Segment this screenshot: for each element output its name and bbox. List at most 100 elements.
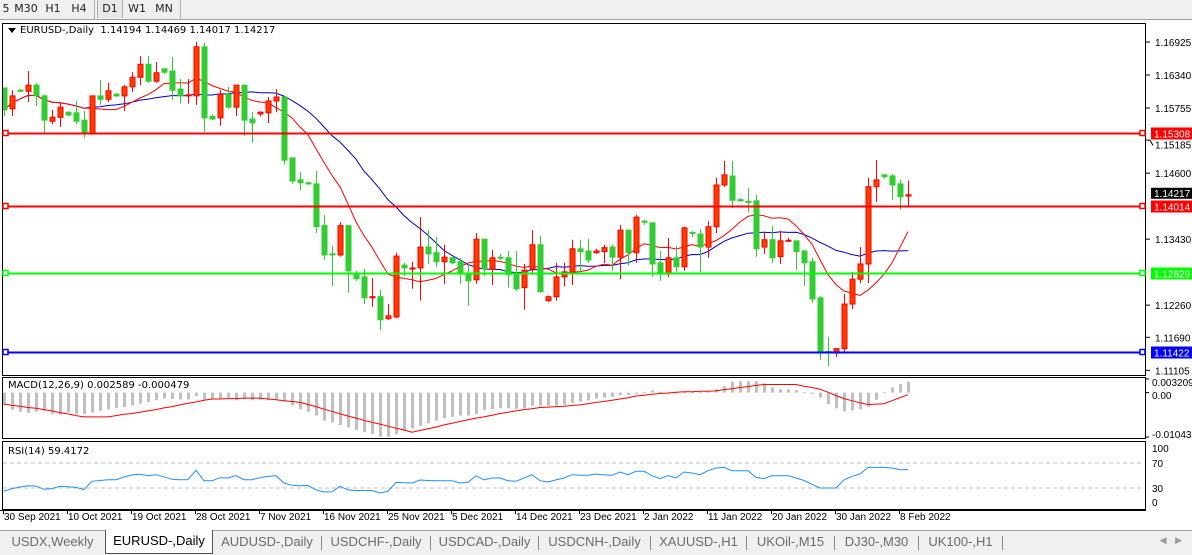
macd-histogram-bar	[395, 392, 398, 435]
candle-body	[217, 93, 224, 119]
candle-bearish	[329, 245, 336, 286]
macd-histogram-bar	[795, 390, 798, 393]
candle-bullish	[273, 89, 280, 113]
scroll-left-icon[interactable]: ◀	[1159, 536, 1167, 546]
chart-tabs: USDX,Weekly EURUSD-,Daily AUDUSD-,Daily …	[0, 530, 1192, 555]
candle-body	[305, 182, 312, 185]
macd-histogram-bar	[827, 392, 830, 405]
candle-body	[297, 179, 304, 184]
macd-histogram-bar	[491, 392, 494, 410]
candle-body	[249, 118, 256, 124]
tab-uk100-h1[interactable]: UK100-,H1	[928, 534, 993, 549]
tab-xauusd-h1[interactable]: XAUUSD-,H1	[659, 534, 738, 549]
candle-body	[689, 231, 696, 234]
macd-histogram-bar	[643, 392, 646, 394]
candle-bullish	[9, 90, 16, 117]
candle-body	[385, 315, 392, 320]
tab-usdcnh-daily[interactable]: USDCNH-,Daily	[548, 534, 641, 549]
timeframe-mn-button[interactable]: MN	[155, 2, 173, 15]
candle-body	[409, 267, 416, 270]
candle-bullish	[713, 177, 720, 233]
timeframe-h1-button[interactable]: H1	[45, 2, 61, 15]
macd-histogram-bar	[651, 390, 654, 393]
price-tick-label: 1.11105	[1155, 366, 1190, 377]
tab-usdcad-daily[interactable]: USDCAD-,Daily	[438, 534, 531, 549]
scroll-right-icon[interactable]: ▶	[1175, 536, 1182, 546]
macd-histogram-bar	[571, 392, 574, 403]
tab-separator	[746, 536, 747, 550]
candle-body	[169, 70, 176, 91]
candle-body	[65, 111, 72, 116]
candle-body	[505, 257, 512, 276]
rsi-tick-label: 0	[1152, 498, 1158, 509]
candle-bullish	[193, 41, 200, 105]
candle-body	[681, 227, 688, 268]
candle-body	[489, 257, 496, 270]
macd-histogram-bar	[507, 392, 510, 409]
macd-histogram-bar	[315, 392, 318, 416]
candle-body	[809, 261, 816, 300]
candle-body	[449, 257, 456, 264]
macd-histogram-bar	[475, 392, 478, 414]
candle-body	[745, 200, 752, 203]
time-tick-label: 2 Jan 2022	[644, 512, 694, 523]
candle-bearish	[289, 157, 296, 184]
candle-body	[785, 239, 792, 242]
candle-bearish	[41, 94, 48, 135]
macd-histogram-bar	[867, 392, 870, 407]
price-tick-connector	[1149, 139, 1154, 146]
macd-histogram-bar	[603, 392, 606, 398]
current-price-tag	[1151, 187, 1192, 199]
candle-bullish	[521, 263, 528, 310]
candle-body	[849, 278, 856, 305]
candle-body	[537, 244, 544, 293]
macd-histogram-bar	[755, 381, 758, 393]
macd-histogram-bar	[163, 392, 166, 399]
candle-bullish	[489, 249, 496, 285]
candle-bullish	[633, 214, 640, 263]
collapse-triangle-icon[interactable]	[8, 27, 16, 33]
toolbar-separator	[180, 0, 181, 19]
timeframe-m30-button[interactable]: M30	[14, 2, 38, 15]
ohlc-readout: 1.14194 1.14469 1.14017 1.14217	[100, 25, 276, 36]
candle-body	[89, 95, 96, 134]
macd-histogram-bar	[235, 392, 238, 401]
macd-histogram-bar	[699, 392, 702, 394]
candle-bearish	[769, 226, 776, 263]
macd-histogram-bar	[243, 392, 246, 400]
rsi-tick-label: 100	[1152, 444, 1169, 455]
tab-eurusd-daily[interactable]: EURUSD-,Daily	[105, 530, 213, 554]
macd-histogram-bar	[307, 392, 310, 412]
tab-ukoil-m15[interactable]: UKOil-,M15	[756, 534, 825, 549]
candle-body	[353, 273, 360, 280]
candle-bullish	[529, 230, 536, 275]
timeframe-d1-button[interactable]: D1	[97, 0, 123, 18]
macd-pane	[2, 377, 1146, 439]
candle-body	[361, 276, 368, 299]
time-axis-ticks	[3, 510, 900, 514]
horizontal-lines-layer	[2, 129, 1146, 356]
level-price-tag-label: 1.15308	[1154, 130, 1191, 141]
tab-usdx-weekly[interactable]: USDX,Weekly	[11, 534, 94, 549]
candle-bullish	[865, 177, 872, 284]
tab-audusd-daily[interactable]: AUDUSD-,Daily	[221, 534, 313, 549]
candle-bearish	[881, 173, 888, 179]
candle-bearish	[497, 253, 504, 261]
candle-body	[729, 175, 736, 201]
candle-body	[57, 106, 64, 118]
tab-usdchf-daily[interactable]: USDCHF-,Daily	[330, 534, 422, 549]
candle-bullish	[385, 304, 392, 320]
candle-bearish	[17, 89, 24, 92]
candle-body	[73, 112, 80, 122]
macd-title: MACD(12,26,9) 0.002589 -0.000479	[8, 380, 190, 391]
timeframe-h4-button[interactable]: H4	[71, 2, 87, 15]
candle-bullish	[569, 239, 576, 285]
macd-histogram-bar	[211, 392, 214, 399]
main-pane	[2, 23, 1146, 376]
timeframe-m5-button[interactable]: 5	[2, 2, 10, 15]
tab-dj30-m30[interactable]: DJ30-,M30	[844, 534, 909, 549]
candle-bullish	[681, 226, 688, 271]
timeframe-w1-button[interactable]: W1	[128, 2, 146, 15]
candle-body	[609, 246, 616, 258]
